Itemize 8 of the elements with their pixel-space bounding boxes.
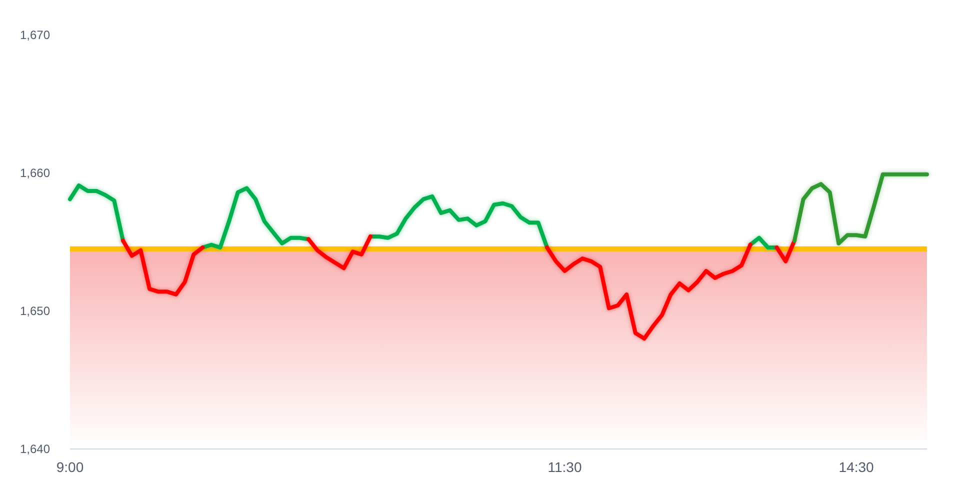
y-tick-label: 1,670 [20, 28, 50, 42]
y-tick-label: 1,660 [20, 166, 50, 180]
line-series [792, 172, 929, 246]
x-tick-label: 11:30 [548, 459, 582, 475]
x-tick-label: 14:30 [838, 459, 874, 475]
y-tick-label: 1,650 [20, 304, 50, 318]
x-tick-label: 9:00 [56, 459, 84, 475]
y-tick-label: 1,640 [20, 442, 50, 456]
